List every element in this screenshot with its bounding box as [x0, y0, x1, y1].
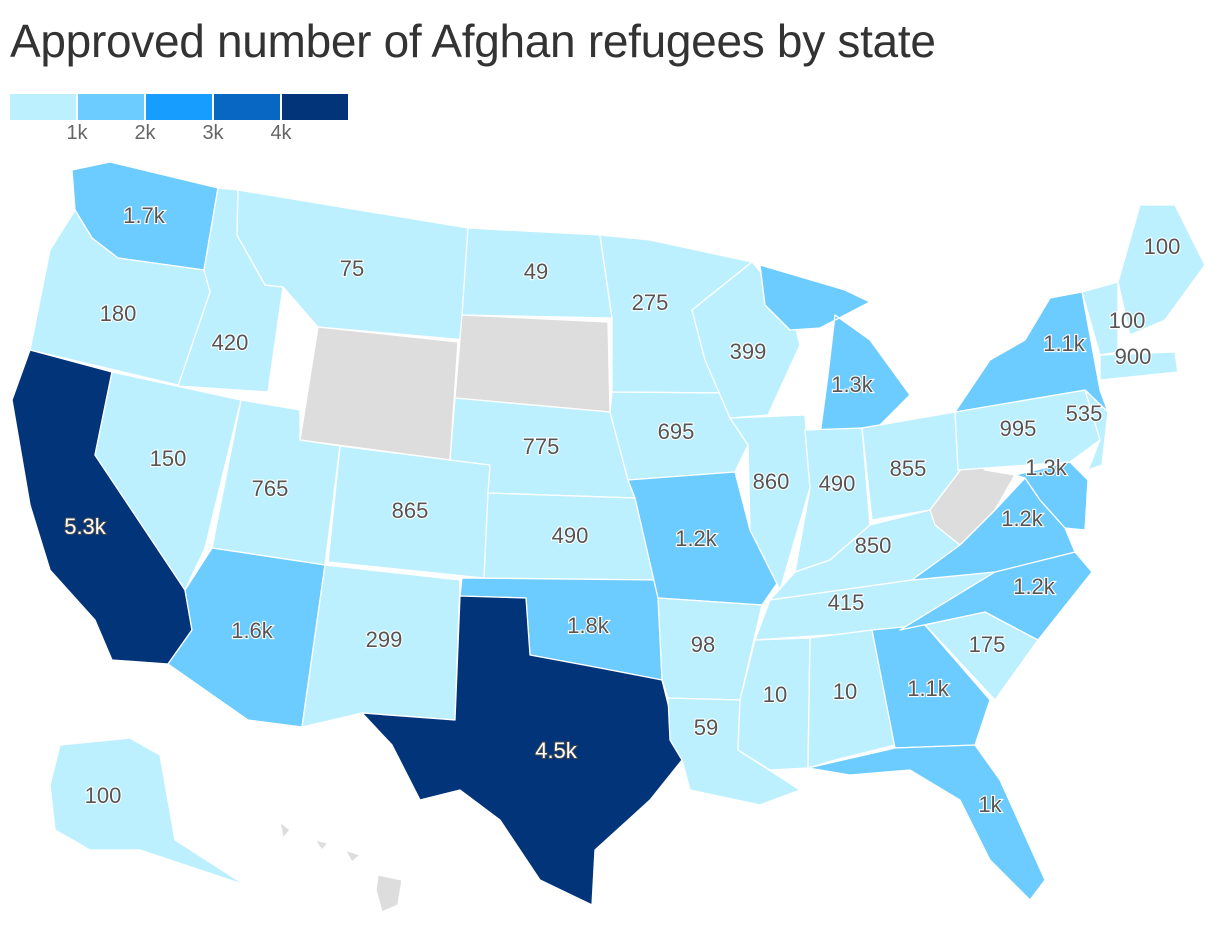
state-label-ar: 98	[691, 632, 715, 657]
state-label-md: 1.3k	[1025, 455, 1068, 480]
state-label-al: 10	[833, 679, 857, 704]
color-legend: 1k 2k 3k 4k	[10, 94, 350, 148]
state-label-fl: 1k	[978, 792, 1002, 817]
state-md	[1014, 461, 1089, 531]
state-hi	[279, 821, 403, 913]
state-label-ky: 850	[855, 533, 892, 558]
state-label-pa: 995	[1000, 416, 1037, 441]
state-vt	[1081, 281, 1119, 356]
state-tx	[361, 595, 683, 906]
legend-tick-2k: 2k	[134, 122, 156, 144]
state-label-mn: 275	[632, 290, 669, 315]
state-label-nd: 49	[524, 259, 548, 284]
state-label-la: 59	[694, 715, 718, 740]
state-label-nc: 1.2k	[1013, 574, 1056, 599]
state-mo	[627, 471, 779, 606]
legend-swatch-5	[282, 94, 348, 120]
state-label-nj: 535	[1066, 401, 1103, 426]
state-label-az: 1.6k	[231, 618, 274, 643]
legend-swatch-4	[214, 94, 280, 120]
state-label-mo: 1.2k	[675, 526, 718, 551]
state-label-mi: 1.3k	[831, 372, 874, 397]
state-label-va: 1.2k	[1001, 506, 1044, 531]
state-label-me: 100	[1144, 234, 1181, 259]
state-me	[1117, 204, 1206, 336]
state-sd	[454, 314, 611, 413]
legend-tick-4k: 4k	[270, 122, 292, 144]
state-label-co: 865	[392, 498, 429, 523]
state-ma	[1099, 351, 1179, 381]
state-label-nm: 299	[366, 627, 403, 652]
state-wy	[299, 326, 459, 461]
legend-swatch-2	[78, 94, 144, 120]
state-label-ia: 695	[658, 419, 695, 444]
state-label-sc: 175	[969, 632, 1006, 657]
state-label-ne: 775	[523, 434, 560, 459]
state-label-wi: 399	[730, 339, 767, 364]
state-label-ga: 1.1k	[907, 676, 950, 701]
state-label-ms: 10	[763, 682, 787, 707]
state-al	[807, 629, 896, 769]
state-nj	[1084, 389, 1109, 471]
state-fl	[807, 744, 1046, 901]
state-label-or: 180	[100, 301, 137, 326]
state-label-in: 490	[819, 471, 856, 496]
legend-swatch-1	[10, 94, 76, 120]
state-label-ks: 490	[552, 523, 589, 548]
state-label-ut: 765	[252, 476, 289, 501]
state-label-nv: 150	[150, 446, 187, 471]
state-label-vt: 100	[1109, 308, 1146, 333]
legend-tick-1k: 1k	[66, 122, 88, 144]
state-label-tn: 415	[828, 590, 865, 615]
state-label-id: 420	[212, 330, 249, 355]
state-label-ca: 5.3k	[64, 514, 107, 539]
chart-title: Approved number of Afghan refugees by st…	[10, 15, 936, 67]
legend-swatch-3	[146, 94, 212, 120]
state-nv	[94, 371, 242, 591]
legend-tick-3k: 3k	[202, 122, 224, 144]
state-ak	[49, 737, 246, 886]
state-label-ak: 100	[85, 783, 122, 808]
state-label-ma: 900	[1115, 344, 1152, 369]
state-label-oh: 855	[890, 456, 927, 481]
state-label-il: 860	[753, 469, 790, 494]
state-label-tx: 4.5k	[535, 738, 578, 763]
state-label-wa: 1.7k	[123, 203, 166, 228]
state-label-mt: 75	[340, 256, 364, 281]
state-label-ny: 1.1k	[1043, 331, 1086, 356]
state-label-ok: 1.8k	[567, 613, 610, 638]
